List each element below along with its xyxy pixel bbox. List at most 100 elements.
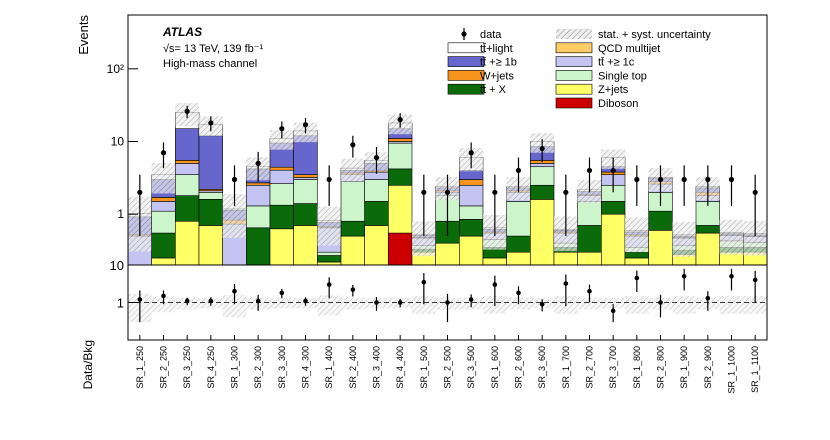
ratio-point [326,282,332,287]
ratio-point [539,301,545,307]
bar-segment [269,166,294,171]
bar-segment [293,225,318,266]
bar-segment [388,184,413,234]
bar-segment [553,251,578,266]
ratio-point [634,275,640,281]
bar-segment [624,257,649,266]
data-point [634,176,640,183]
data-point [444,189,451,195]
x-tick-label: SR_4_300 [301,346,311,389]
legend-label: tt̄ + X [480,84,507,96]
data-point [231,176,238,183]
bar-segment [695,232,720,266]
legend-marker [556,29,592,39]
bar-segment [293,203,318,226]
data-point [492,189,498,195]
legend-label: QCD multijet [598,43,660,55]
bar-segment [175,195,200,222]
ratio-uncertainty-band [577,297,602,310]
bar-segment [459,235,484,266]
ratio-point [255,298,261,304]
x-tick-label: SR_1_600 [490,346,500,389]
legend-marker [447,42,485,54]
legend-marker [447,83,485,95]
data-point [208,120,214,126]
bar-segment [388,142,413,170]
bar-segment [459,179,484,186]
bar-segment [577,201,602,226]
uncertainty-band [743,220,767,256]
x-tick-label: SR_1_300 [230,346,240,389]
bar-segment [175,220,200,266]
x-tick-label: SR_2_400 [348,346,358,389]
bar-segment [340,220,365,237]
uncertainty-band [672,222,696,257]
legend-marker [555,42,593,54]
legend-marker [555,97,593,109]
bar-segment [198,199,223,226]
data-point [326,176,332,183]
ratio-uncertainty-band [222,294,247,318]
ratio-uncertainty-band [317,295,341,316]
data-point [255,160,261,166]
chart-title: ATLAS [162,25,202,39]
ratio-frame [127,264,768,341]
x-tick-label: SR_2_800 [656,346,666,389]
bar-segment [198,192,223,200]
ratio-point [184,298,190,304]
legend-marker [447,56,485,67]
data-point [184,108,190,114]
data-point [728,176,735,183]
bar-segment [648,210,673,231]
ratio-point [610,308,616,314]
data-point [279,126,285,132]
bar-segment [317,251,342,256]
bar-segment [577,251,602,266]
uncertainty-band [341,158,365,182]
x-tick-label: SR_2_600 [514,346,524,389]
x-tick-label: SR_2_250 [159,346,169,389]
data-point [563,189,569,195]
data-point [681,176,687,183]
legend-marker [555,70,593,81]
ratio-uncertainty-band [601,298,625,309]
ratio-uncertainty-band [412,295,436,314]
ratio-uncertainty-band [743,295,767,314]
bar-segment [269,169,294,184]
bar-segment [151,232,176,259]
ratio-uncertainty-band [625,295,649,314]
subtitle: √s= 13 TeV, 139 fb⁻¹ [163,43,264,55]
legend-marker [555,83,593,95]
x-tick-label: SR_3_400 [372,346,382,389]
ratio-axis-label: Data/Bkg [81,340,95,389]
x-tick-label: SR_1_500 [419,346,429,389]
legend-label: tt̄ +≥ 1b [480,56,517,68]
ratio-point [729,273,734,279]
data-point [705,176,711,183]
bar-segment [459,205,484,220]
ratio-point [468,297,474,302]
y-tick-label: 10² [107,62,124,76]
legend-label: Single top [598,70,647,82]
x-tick-label: SR_1_1100 [750,346,760,393]
legend-label: data [480,29,502,41]
ratio-uncertainty-band [341,297,365,310]
bar-segment [293,177,318,180]
bar-segment [151,197,176,202]
uncertainty-band [625,217,649,253]
data-point [160,150,167,156]
ratio-uncertainty-band [270,298,294,309]
x-tick-label: SR_4_250 [206,346,216,389]
data-point [421,189,427,195]
ratio-point [279,290,285,296]
legend-label: tt̄ +≥ 1c [598,56,635,68]
data-point [657,176,664,183]
bar-segment [506,201,531,237]
data-point [137,189,143,195]
uncertainty-band [222,194,247,238]
legend-label: Z+jets [598,84,629,96]
bar-segment [601,213,626,266]
ratio-uncertainty-band [672,295,696,314]
bar-segment [364,179,389,202]
y-axis-label: Events [76,15,91,55]
